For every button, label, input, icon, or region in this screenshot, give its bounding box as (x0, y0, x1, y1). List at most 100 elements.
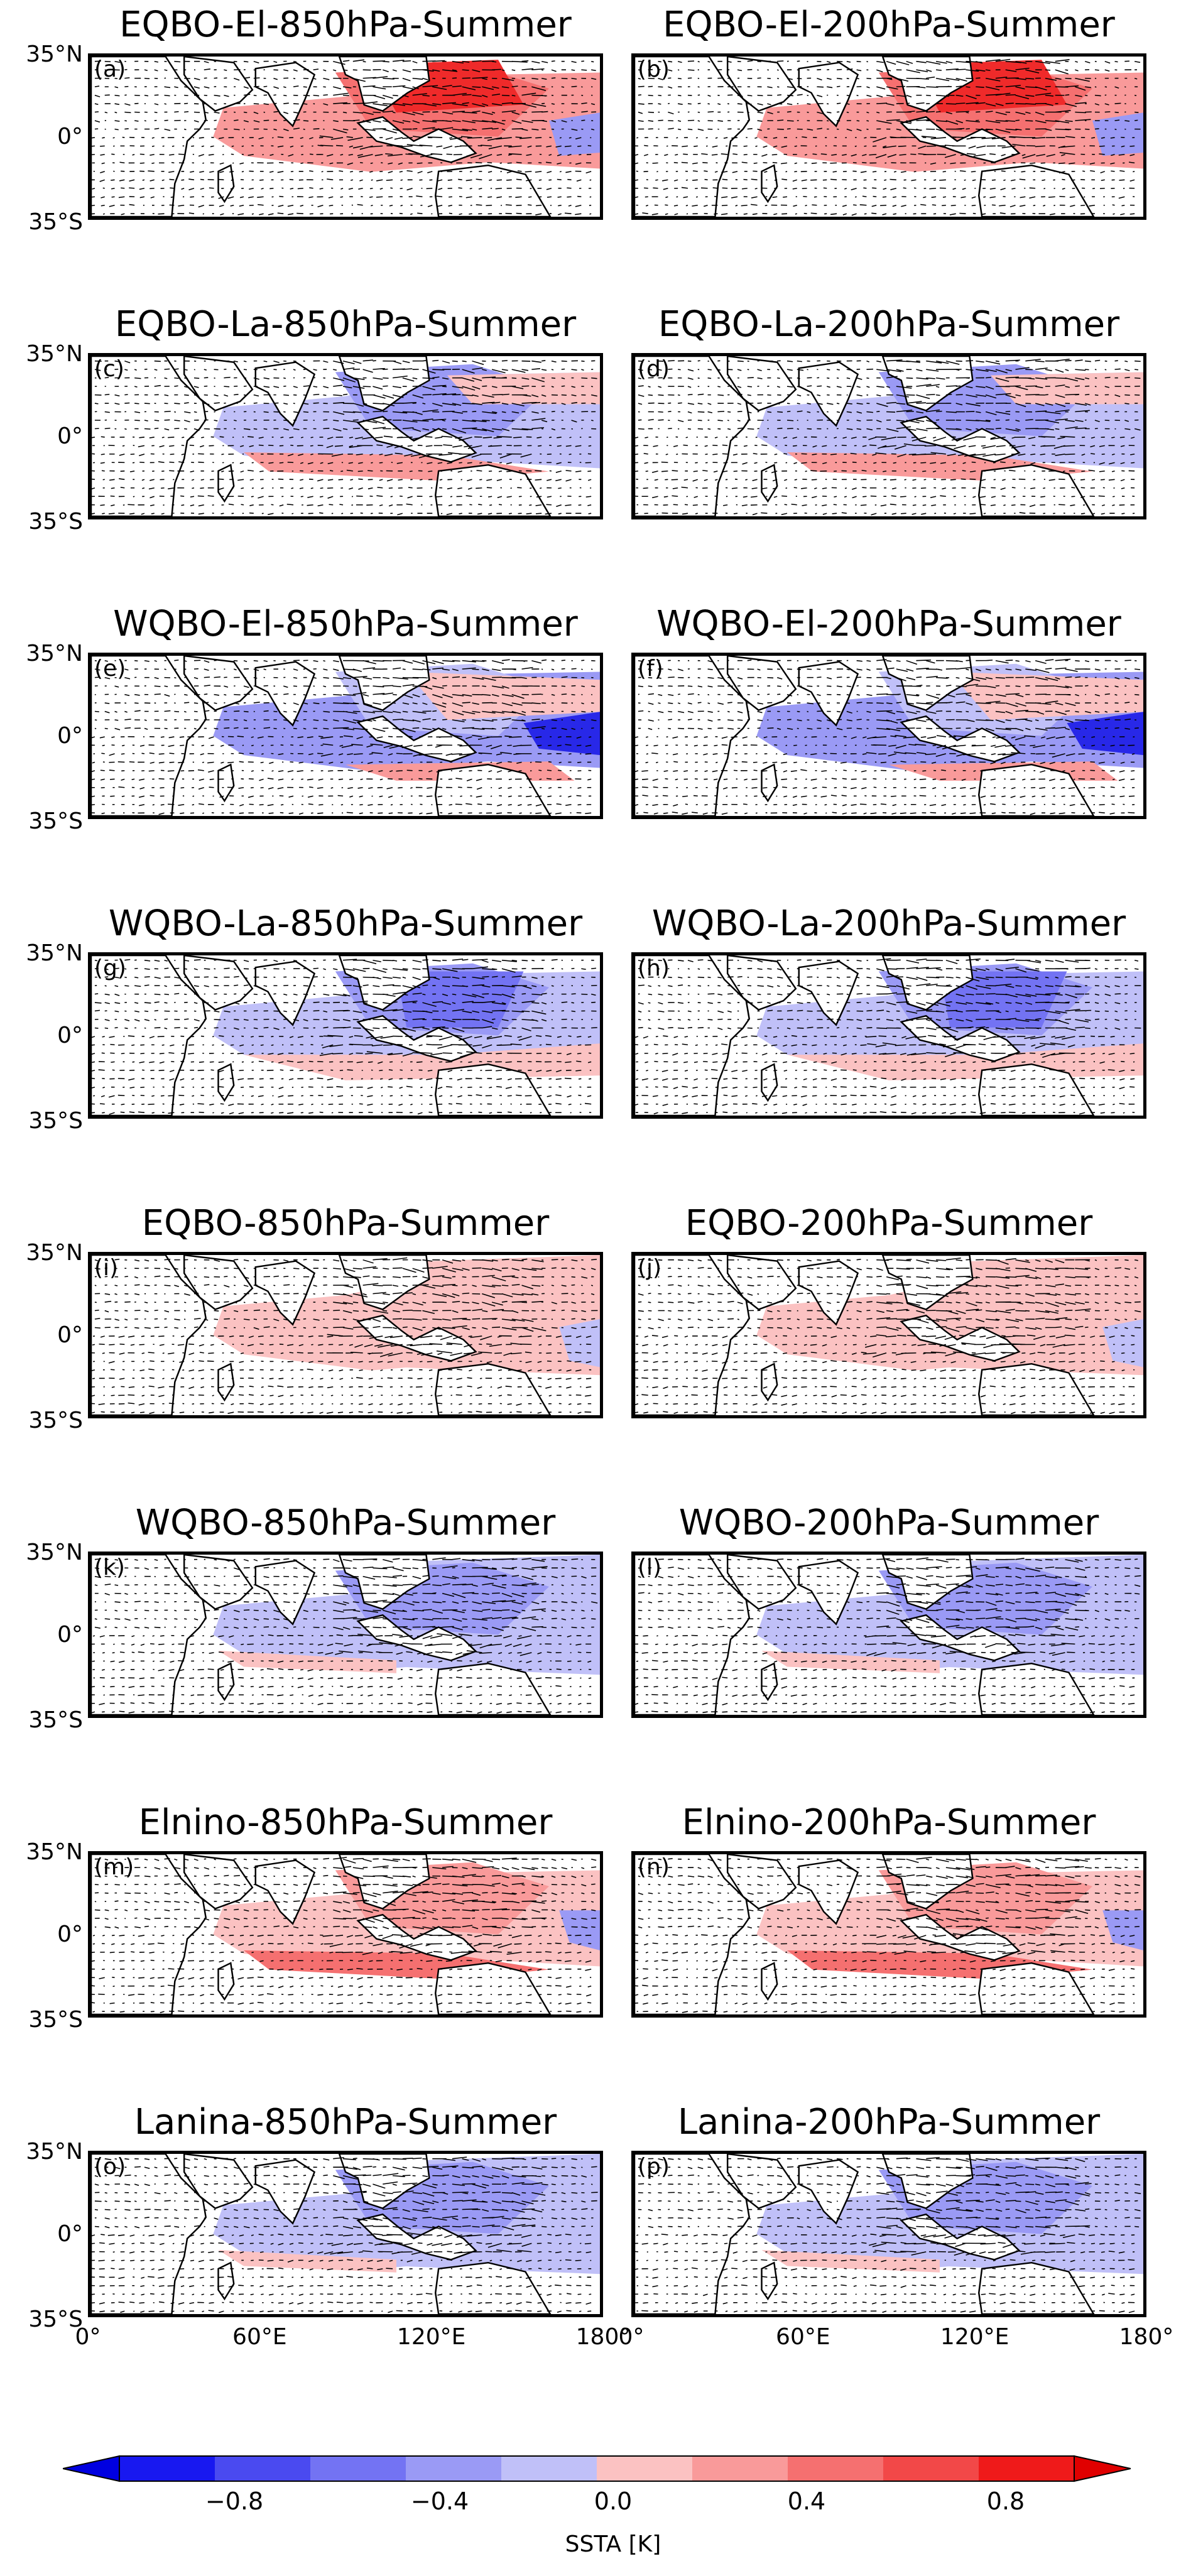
longitude-label: 180° (575, 2324, 631, 2350)
panel-letter: (f) (638, 656, 663, 682)
wind-vectors (91, 1557, 598, 1714)
coastline (798, 2159, 859, 2225)
coastline (634, 356, 751, 516)
latitude-label: 0° (57, 1921, 83, 1947)
ssta-shading (447, 372, 600, 405)
latitude-label: 35°N (26, 2139, 83, 2165)
latitude-label: 35°N (26, 940, 83, 966)
coastline (91, 1555, 207, 1715)
map-canvas (91, 1555, 600, 1715)
latitude-label: 35°N (26, 341, 83, 367)
panel-letter: (h) (638, 955, 670, 981)
colorbar-segment (979, 2456, 1075, 2481)
latitude-label: 35°S (28, 1408, 83, 1433)
coastline (254, 1560, 316, 1626)
wind-vectors (91, 1857, 597, 2013)
panel-letter: (d) (638, 356, 670, 382)
ssta-shading (761, 1651, 940, 1673)
latitude-label: 0° (57, 1621, 83, 1648)
map-canvas (91, 57, 600, 217)
coastline (434, 1962, 552, 2014)
coastline (634, 2154, 751, 2314)
panel-title: WQBO-200hPa-Summer (678, 1503, 1099, 1543)
coastline (434, 164, 552, 217)
map-panel (631, 653, 1146, 819)
ssta-shading (950, 671, 1143, 720)
latitude-label: 35°N (26, 41, 83, 67)
map-canvas (634, 656, 1143, 816)
coastline (91, 656, 207, 816)
map-canvas (634, 1255, 1143, 1415)
coastline (761, 464, 778, 503)
panel-title: WQBO-La-850hPa-Summer (108, 903, 583, 944)
map-panel (631, 1552, 1146, 1718)
panel-letter: (o) (94, 2154, 126, 2180)
coastline (900, 415, 1021, 463)
colorbar-extend-low (63, 2455, 120, 2482)
map-panel (631, 1851, 1146, 2018)
map-canvas (634, 1854, 1143, 2014)
wind-vectors (634, 1856, 1141, 2014)
panel-title: Lanina-850hPa-Summer (134, 2102, 557, 2143)
wind-vectors (91, 1257, 598, 1415)
map-panel (88, 1851, 603, 2018)
ssta-shading (1067, 712, 1143, 756)
coastline (254, 2159, 316, 2225)
coastline (634, 1255, 751, 1415)
coastline (91, 57, 207, 217)
latitude-label: 35°N (26, 1839, 83, 1865)
latitude-label: 0° (57, 123, 83, 149)
panel-letter: (b) (638, 57, 670, 82)
coastline (434, 1362, 552, 1415)
panel-letter: (c) (94, 356, 124, 382)
panel-letter: (p) (638, 2154, 670, 2180)
latitude-label: 0° (57, 722, 83, 749)
longitude-label: 60°E (232, 2324, 287, 2350)
panel-title: EQBO-El-850hPa-Summer (119, 4, 572, 45)
coastline (91, 1854, 207, 2014)
coastline (798, 1260, 859, 1326)
coastline (977, 1662, 1095, 1715)
map-panel (631, 53, 1146, 220)
ssta-shading (1092, 112, 1143, 156)
coastline (977, 2261, 1095, 2314)
coastline (217, 1063, 235, 1102)
panel-title: WQBO-La-200hPa-Summer (651, 903, 1126, 944)
ssta-shading (1102, 1910, 1143, 1950)
coastline (91, 955, 207, 1116)
map-panel (88, 2151, 603, 2317)
ssta-shading (940, 971, 1067, 1028)
coastline (254, 1859, 316, 1925)
latitude-label: 35°S (28, 2007, 83, 2033)
ssta-shading (406, 671, 600, 720)
coastline (798, 361, 859, 427)
latitude-label: 35°N (26, 1240, 83, 1266)
ssta-shading (559, 1319, 600, 1367)
wind-vectors (91, 59, 597, 215)
panel-title: EQBO-La-200hPa-Summer (658, 304, 1120, 345)
panel-title: Elnino-850hPa-Summer (138, 1802, 553, 1843)
wind-vectors (634, 1557, 1141, 1714)
coastline (217, 1362, 235, 1402)
latitude-label: 0° (57, 1322, 83, 1348)
coastline (634, 1854, 751, 2014)
colorbar-tick: −0.8 (205, 2487, 264, 2515)
panel-title: Lanina-200hPa-Summer (677, 2102, 1101, 2143)
map-panel (88, 952, 603, 1119)
coastline (434, 464, 552, 516)
map-canvas (91, 1255, 600, 1415)
map-panel (88, 653, 603, 819)
coastline (91, 2154, 207, 2314)
ssta-shading (1102, 1319, 1143, 1367)
coastline (217, 1962, 235, 2001)
latitude-label: 35°S (28, 808, 83, 834)
map-canvas (634, 2154, 1143, 2314)
map-panel (631, 353, 1146, 519)
coastline (761, 2261, 778, 2301)
panel-letter: (l) (638, 1555, 662, 1580)
coastline (434, 763, 552, 816)
map-panel (88, 53, 603, 220)
ssta-shading (991, 372, 1143, 405)
ssta-shading (559, 1910, 600, 1950)
coastline (761, 1362, 778, 1402)
